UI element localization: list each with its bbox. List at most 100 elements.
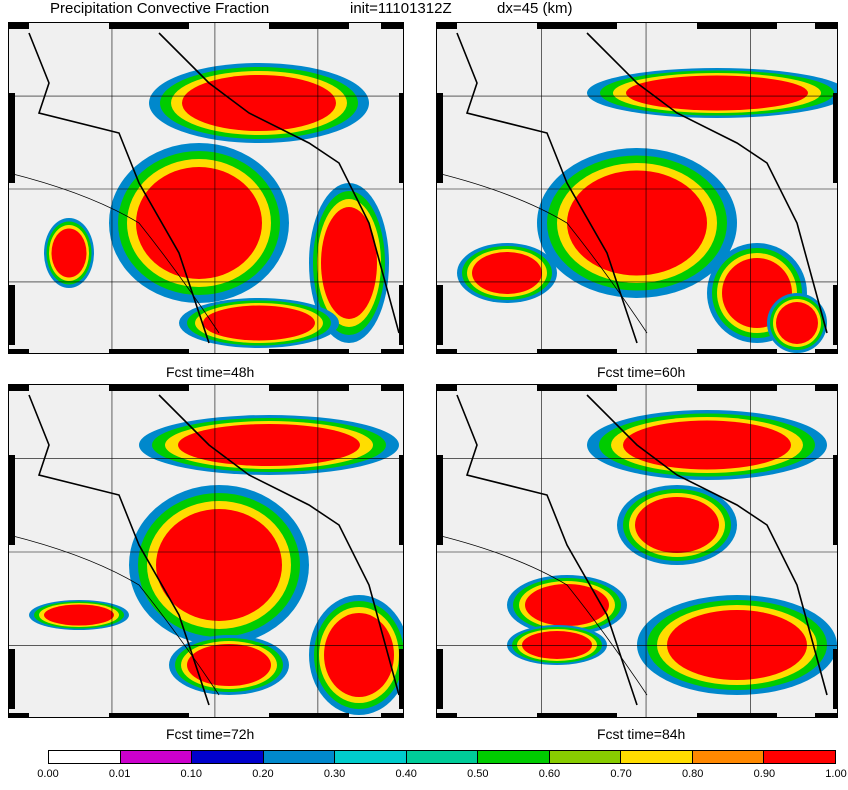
- frame-tick: [9, 713, 29, 717]
- precip-field-contour: [187, 644, 271, 686]
- precip-field-contour: [44, 604, 114, 626]
- map-canvas: [437, 23, 837, 353]
- colorbar-tick-label: 0.30: [323, 768, 346, 780]
- init-label: init=11101312Z: [350, 0, 452, 17]
- frame-tick: [815, 349, 837, 353]
- country-border: [456, 394, 638, 706]
- colorbar-segment: [263, 751, 336, 763]
- colorbar-tick-label: 0.40: [395, 768, 417, 780]
- bottom-caption-left: Fcst time=72h: [166, 726, 255, 742]
- dx-label: dx=45 (km): [497, 0, 573, 17]
- map-canvas: [437, 385, 837, 717]
- colorbar-tick-label: 0.80: [682, 768, 704, 780]
- colorbar-segment: [406, 751, 479, 763]
- country-border: [586, 32, 828, 334]
- colorbar-tick-label: 0.50: [467, 768, 489, 780]
- coastline: [9, 534, 220, 696]
- country-border: [586, 394, 828, 696]
- country-border: [158, 32, 400, 334]
- colorbar: [48, 750, 836, 764]
- frame-tick: [437, 349, 457, 353]
- bottom-caption-right: Fcst time=84h: [597, 726, 686, 742]
- frame-tick: [9, 385, 29, 391]
- panel-4-caption: Fcst time=60h: [597, 364, 686, 380]
- colorbar-segment: [49, 751, 121, 763]
- frame-tick: [381, 23, 403, 29]
- country-border: [456, 32, 638, 344]
- frame-tick: [437, 455, 443, 545]
- frame-tick: [399, 285, 403, 345]
- precip-field-contour: [776, 302, 818, 344]
- frame-tick: [437, 23, 457, 29]
- precip-field-contour: [156, 509, 282, 621]
- colorbar-tick-label: 1.00: [825, 768, 847, 780]
- coastline: [437, 534, 648, 696]
- precip-field-contour: [567, 170, 707, 276]
- precip-field-contour: [324, 613, 394, 697]
- frame-tick: [697, 385, 777, 391]
- colorbar-segment: [478, 751, 550, 763]
- country-border: [28, 394, 210, 706]
- frame-tick: [399, 455, 403, 545]
- colorbar-segment: [764, 751, 836, 763]
- map-canvas: [9, 23, 403, 353]
- country-border: [28, 32, 210, 344]
- colorbar-tick-label: 0.10: [180, 768, 202, 780]
- colorbar-tick-label: 0.01: [108, 768, 131, 780]
- frame-tick: [269, 23, 349, 29]
- frame-tick: [697, 349, 777, 353]
- country-border: [158, 394, 400, 696]
- precip-field-contour: [525, 584, 609, 626]
- colorbar-tick-label: 0.60: [538, 768, 561, 780]
- colorbar-segment: [120, 751, 193, 763]
- precip-field-contour: [522, 631, 592, 659]
- frame-tick: [815, 23, 837, 29]
- precip-field-contour: [321, 207, 377, 319]
- frame-tick: [697, 23, 777, 29]
- map-panel-1: [8, 22, 404, 354]
- frame-tick: [109, 23, 189, 29]
- panel-3-caption: Fcst time=48h: [166, 364, 255, 380]
- precip-field-contour: [667, 610, 807, 680]
- frame-tick: [697, 713, 777, 717]
- frame-tick: [815, 713, 837, 717]
- precip-field-contour: [635, 497, 719, 553]
- frame-tick: [9, 23, 29, 29]
- frame-tick: [537, 349, 617, 353]
- frame-tick: [437, 385, 457, 391]
- colorbar-segment: [335, 751, 407, 763]
- frame-tick: [381, 349, 403, 353]
- map-panel-2: [436, 22, 838, 354]
- precip-field-contour: [51, 228, 87, 278]
- frame-tick: [437, 649, 443, 709]
- frame-tick: [437, 713, 457, 717]
- frame-tick: [381, 385, 403, 391]
- frame-tick: [381, 713, 403, 717]
- colorbar-segment: [621, 751, 693, 763]
- precip-field-contour: [178, 424, 360, 466]
- frame-tick: [537, 713, 617, 717]
- frame-tick: [437, 93, 443, 183]
- map-panel-3: [8, 384, 404, 718]
- title-main: Precipitation Convective Fraction: [50, 0, 270, 17]
- frame-tick: [833, 285, 837, 345]
- frame-tick: [269, 385, 349, 391]
- frame-tick: [833, 455, 837, 545]
- frame-tick: [269, 713, 349, 717]
- map-canvas: [9, 385, 403, 717]
- colorbar-segment: [192, 751, 264, 763]
- frame-tick: [109, 349, 189, 353]
- frame-tick: [109, 713, 189, 717]
- precip-field-contour: [182, 75, 336, 131]
- frame-tick: [9, 93, 15, 183]
- colorbar-tick-label: 0.20: [252, 768, 274, 780]
- precip-field-contour: [623, 420, 791, 470]
- colorbar-segment: [692, 751, 765, 763]
- frame-tick: [537, 385, 617, 391]
- frame-tick: [815, 385, 837, 391]
- frame-tick: [269, 349, 349, 353]
- precip-field-contour: [203, 305, 315, 341]
- frame-tick: [399, 93, 403, 183]
- frame-tick: [9, 349, 29, 353]
- map-panel-4: [436, 384, 838, 718]
